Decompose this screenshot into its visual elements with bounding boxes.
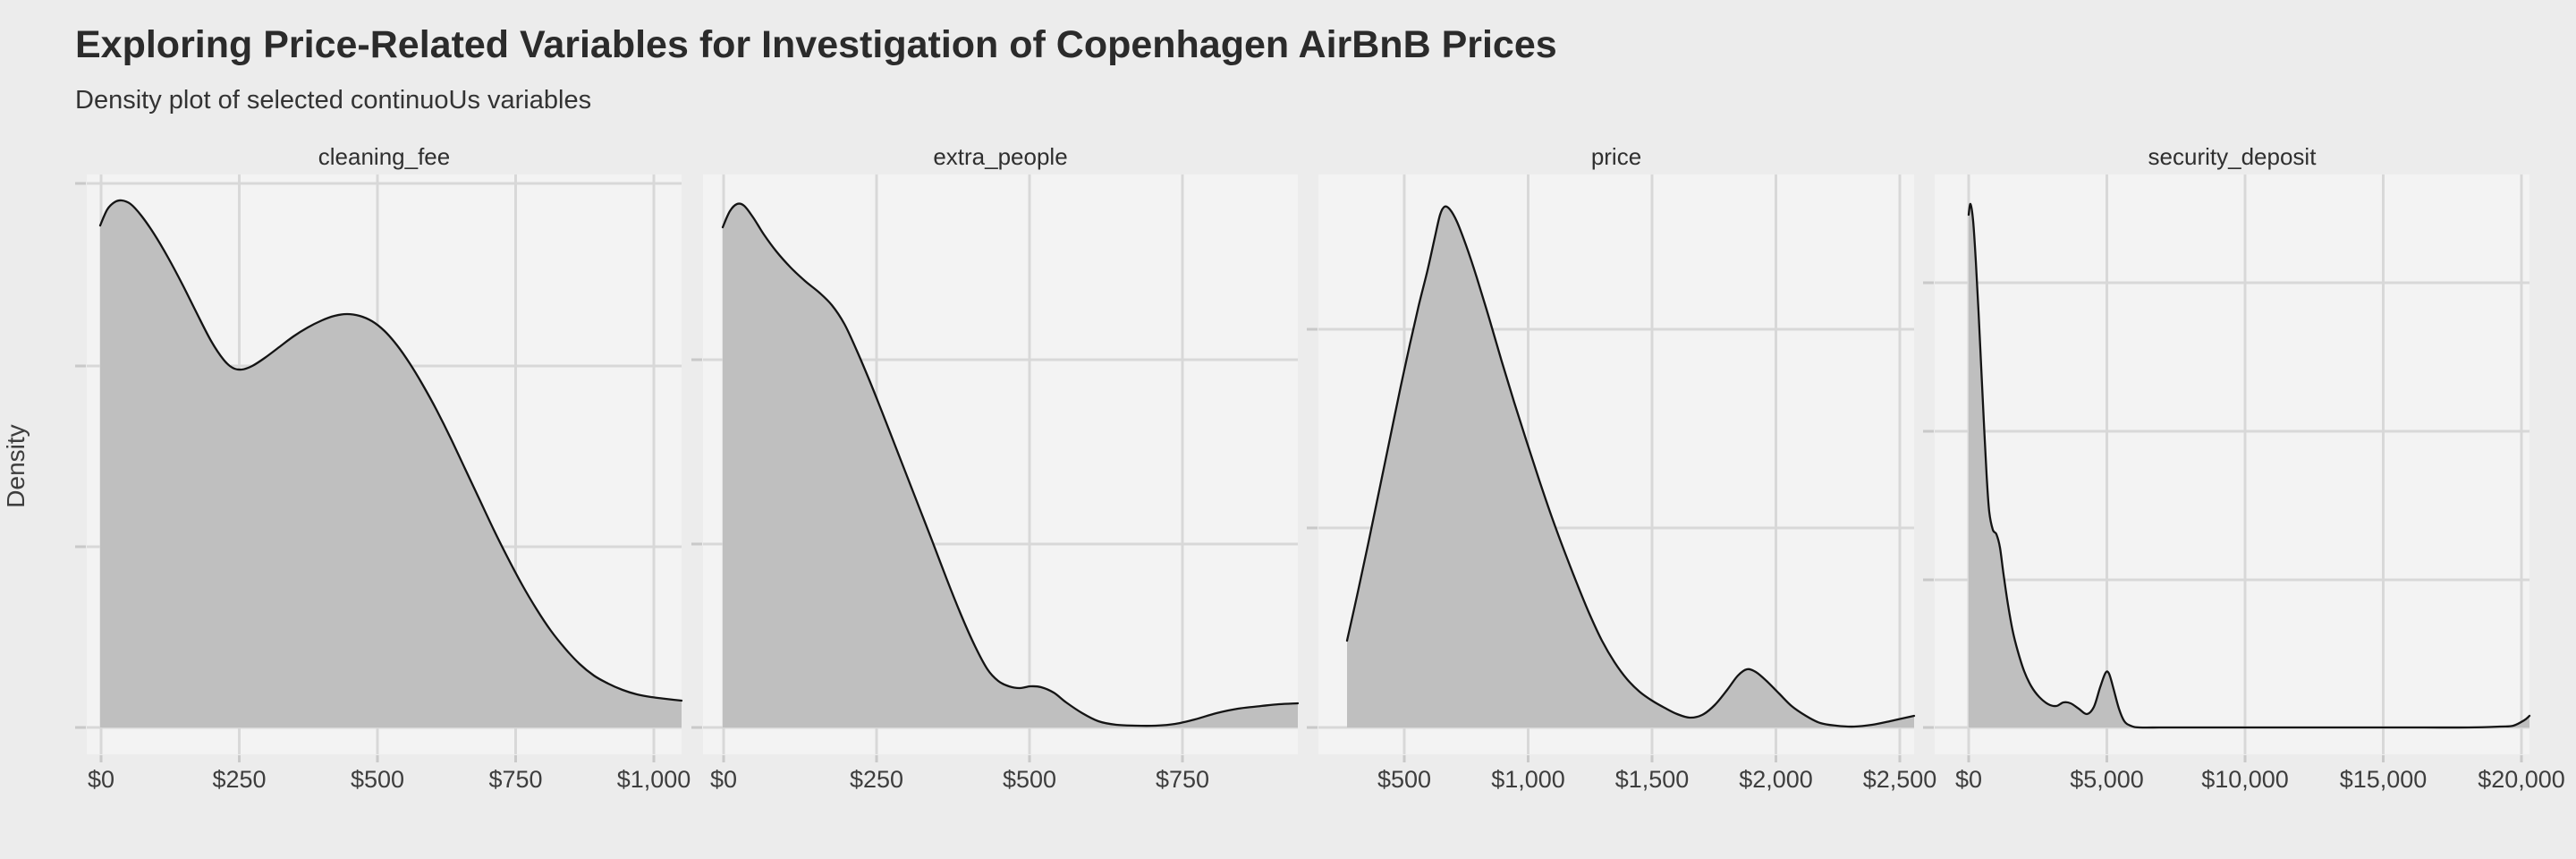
x-tick-label: $250 <box>850 766 903 793</box>
x-tick-label: $15,000 <box>2340 766 2428 793</box>
x-tick-label: $2,000 <box>1739 766 1813 793</box>
x-tick-label: $1,500 <box>1615 766 1690 793</box>
density-curve <box>1345 205 1916 728</box>
facet-strip-label: security_deposit <box>2148 143 2318 170</box>
chart-title: Exploring Price-Related Variables for In… <box>75 23 1557 66</box>
x-tick-label: $10,000 <box>2201 766 2289 793</box>
x-tick-label: $0 <box>710 766 737 793</box>
density-curve <box>98 199 683 702</box>
x-tick-label: $2,500 <box>1863 766 1937 793</box>
density-curve <box>721 202 1300 727</box>
density-area <box>1347 206 1914 727</box>
facet-strip-label: price <box>1591 143 1641 170</box>
x-tick-label: $1,000 <box>617 766 691 793</box>
x-tick-label: $20,000 <box>2478 766 2565 793</box>
x-tick-label: $250 <box>212 766 266 793</box>
chart-subtitle: Density plot of selected continuoUs vari… <box>75 86 592 115</box>
facet-strip-label: extra_people <box>933 143 1067 170</box>
x-tick-label: $500 <box>351 766 404 793</box>
x-tick-label: $0 <box>88 766 114 793</box>
x-tick-label: $5,000 <box>2070 766 2144 793</box>
density-curve <box>1967 202 2531 729</box>
x-tick-label: $500 <box>1003 766 1056 793</box>
x-tick-label: $1,000 <box>1491 766 1565 793</box>
x-tick-label: $750 <box>1156 766 1209 793</box>
facet-panel <box>1935 174 2529 754</box>
x-tick-label: $500 <box>1377 766 1431 793</box>
density-area <box>100 200 682 727</box>
x-tick-label: $0 <box>1955 766 1982 793</box>
x-tick-label: $750 <box>488 766 542 793</box>
density-area <box>723 203 1298 728</box>
facet-strip-label: cleaning_fee <box>318 143 450 170</box>
